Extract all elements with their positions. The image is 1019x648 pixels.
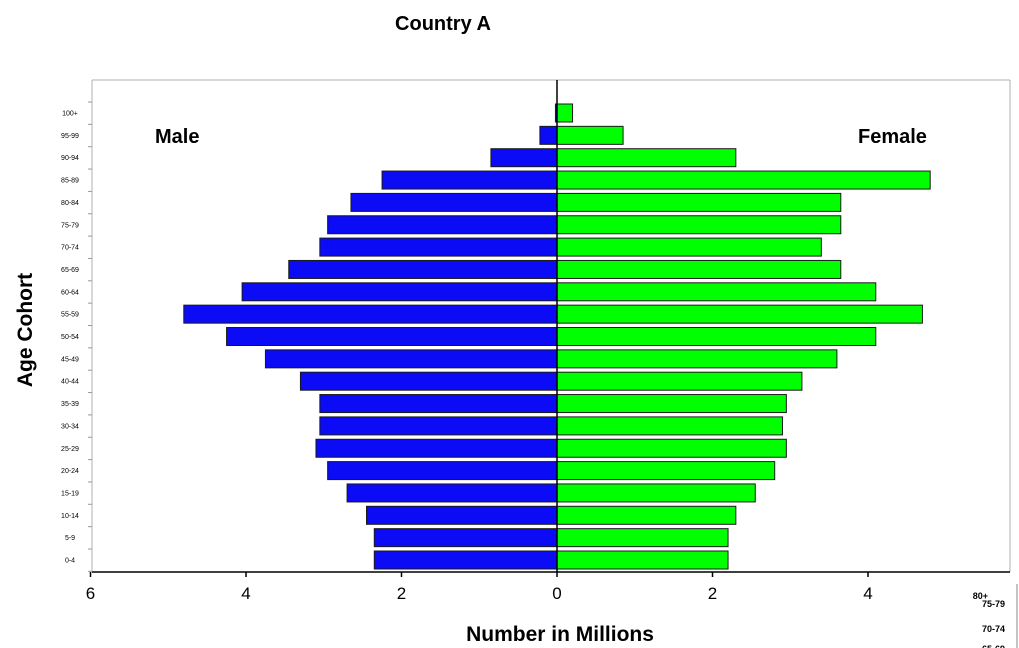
y-tick-label: 45-49 (61, 356, 79, 363)
female-bar (556, 215, 842, 235)
male-bar (373, 550, 558, 570)
y-tick-label: 40-44 (61, 379, 79, 386)
male-bar (299, 371, 558, 391)
y-tick-label: 95-99 (61, 133, 79, 140)
y-tick-label: 30-34 (61, 423, 79, 430)
female-bar (556, 192, 842, 212)
male-bar (327, 461, 558, 481)
y-tick-label: 55-59 (61, 312, 79, 319)
male-bar (346, 483, 558, 503)
female-bar (556, 438, 787, 458)
female-bar (556, 371, 803, 391)
male-bar (350, 192, 558, 212)
male-bar (319, 394, 558, 414)
y-tick-label: 15-19 (61, 490, 79, 497)
cropped-legend: 80+ 75-79 70-74 65-69 (973, 584, 1018, 648)
female-bar (556, 483, 756, 503)
female-label: Female (858, 126, 927, 148)
female-bar (556, 505, 737, 525)
y-tick-label: 100+ (62, 111, 78, 118)
x-axis: 6 4 2 0 2 4 (86, 80, 1010, 603)
male-bar (381, 170, 558, 190)
x-tick-label: 2 (397, 584, 406, 603)
female-bar (556, 394, 787, 414)
female-bar (556, 550, 729, 570)
y-tick-label: 70-74 (61, 245, 79, 252)
male-label: Male (155, 126, 199, 148)
female-bar (556, 103, 574, 123)
female-bar (556, 304, 923, 324)
male-bar (315, 438, 558, 458)
y-axis-title: Age Cohort (14, 273, 37, 387)
y-tick-label: 85-89 (61, 178, 79, 185)
y-tick-label: 65-69 (61, 267, 79, 274)
male-bar (490, 148, 558, 168)
y-tick-label: 25-29 (61, 446, 79, 453)
bars-group (183, 103, 931, 570)
male-bar (288, 259, 558, 279)
stray-label: 75-79 (982, 599, 1005, 609)
y-tick-label: 20-24 (61, 468, 79, 475)
x-tick-label: 4 (241, 584, 250, 603)
male-bar (373, 528, 558, 548)
female-bar (556, 125, 624, 145)
female-bar (556, 259, 842, 279)
female-bar (556, 416, 783, 436)
y-tick-label: 75-79 (61, 222, 79, 229)
female-bar (556, 349, 838, 369)
male-bar (226, 327, 558, 346)
male-bar (183, 304, 558, 324)
female-bar (556, 461, 776, 481)
male-bar (327, 215, 558, 235)
female-bar (556, 148, 737, 168)
male-bar (366, 505, 558, 525)
stray-label: 70-74 (982, 624, 1005, 634)
male-bar (241, 282, 558, 302)
y-tick-label: 90-94 (61, 155, 79, 162)
male-bar (319, 237, 558, 257)
y-tick-labels: 0-4 5-9 10-14 15-19 20-24 25-29 30-34 35-39 40-4… (61, 111, 79, 565)
stray-label: 80+ (973, 591, 988, 601)
male-bar (539, 125, 558, 145)
y-tick-label: 50-54 (61, 334, 79, 341)
y-tick-label: 0-4 (65, 558, 75, 565)
x-tick-label: 6 (86, 584, 95, 603)
x-axis-title: Number in Millions (466, 623, 654, 646)
x-tick-label: 2 (708, 584, 717, 603)
y-tick-label: 35-39 (61, 401, 79, 408)
female-bar (556, 237, 822, 257)
y-tick-label: 60-64 (61, 289, 79, 296)
female-bar (556, 327, 877, 346)
y-tick-label: 10-14 (61, 513, 79, 520)
y-tick-label: 5-9 (65, 535, 75, 542)
chart-title: Country A (395, 13, 491, 35)
x-tick-label: 4 (863, 584, 872, 603)
female-bar (556, 282, 877, 302)
female-bar (556, 170, 931, 190)
male-bar (264, 349, 558, 369)
stray-label: 65-69 (982, 644, 1005, 648)
y-tick-label: 80-84 (61, 200, 79, 207)
male-bar (319, 416, 558, 436)
female-bar (556, 528, 729, 548)
x-tick-label: 0 (552, 584, 561, 603)
